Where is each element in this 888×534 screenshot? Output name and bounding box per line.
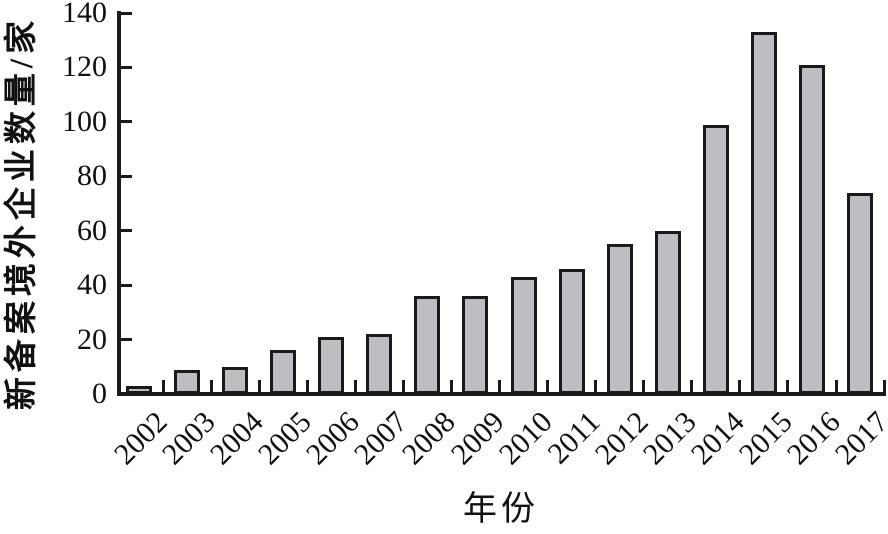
y-tick-mark: [121, 174, 132, 178]
y-tick-label: 60: [77, 213, 107, 247]
x-tick-mark: [882, 380, 886, 392]
bar-2010: [510, 277, 537, 394]
bar-2014: [702, 125, 729, 394]
x-tick-mark: [738, 380, 742, 392]
bar-2002: [126, 386, 152, 394]
x-tick-mark: [401, 380, 405, 392]
y-tick-mark: [121, 283, 132, 287]
y-axis-line: [117, 11, 121, 396]
y-tick-mark: [121, 338, 132, 342]
x-tick-mark: [353, 380, 357, 392]
x-axis-title: 年份: [463, 491, 539, 528]
bar-2016: [798, 65, 825, 394]
x-tick-mark: [161, 380, 165, 392]
bar-2012: [606, 244, 633, 394]
y-tick-label: 100: [62, 104, 107, 138]
bar-2009: [462, 296, 489, 394]
x-tick-mark: [834, 380, 838, 392]
x-tick-mark: [209, 380, 213, 392]
bar-2013: [654, 231, 681, 394]
x-axis-line: [117, 392, 886, 396]
bar-2006: [318, 337, 345, 394]
x-tick-mark: [305, 380, 309, 392]
bar-2005: [270, 350, 297, 394]
y-tick-label: 0: [92, 377, 107, 410]
y-tick-label: 140: [62, 0, 107, 29]
y-tick-mark: [121, 65, 132, 69]
y-tick-mark: [121, 229, 132, 233]
bar-2015: [750, 32, 777, 394]
x-tick-label: 2017: [828, 405, 888, 472]
y-tick-mark: [121, 11, 132, 15]
bar-2007: [366, 334, 393, 394]
y-tick-label: 20: [77, 322, 107, 356]
x-tick-mark: [642, 380, 646, 392]
y-tick-label: 120: [62, 50, 107, 84]
x-tick-mark: [257, 380, 261, 392]
y-tick-label: 80: [77, 159, 107, 193]
bar-2008: [414, 296, 441, 394]
x-tick-mark: [690, 380, 694, 392]
bar-2011: [558, 269, 585, 394]
y-tick-mark: [121, 120, 132, 124]
bar-2003: [174, 370, 201, 394]
bar-2004: [222, 367, 249, 394]
x-tick-mark: [786, 380, 790, 392]
x-tick-mark: [546, 380, 550, 392]
y-tick-label: 40: [77, 268, 107, 302]
bar-2017: [847, 193, 874, 394]
x-tick-mark: [449, 380, 453, 392]
x-tick-mark: [594, 380, 598, 392]
x-tick-mark: [498, 380, 502, 392]
